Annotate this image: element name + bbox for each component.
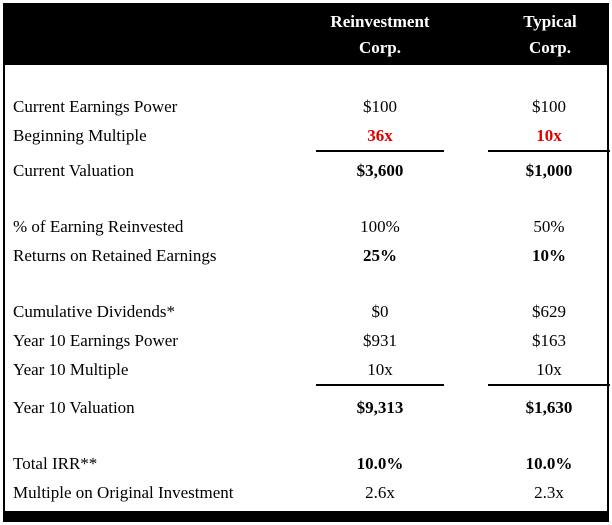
comparison-table: Reinvestment Corp. Typical Corp. Current… [3,3,610,522]
typical-value: 10x [536,360,562,379]
header-reinvestment-corp: Reinvestment Corp. [298,9,462,61]
typical-value: $163 [532,331,566,350]
table-row-cumulative-dividends: Cumulative Dividends* $0 $629 [5,297,607,326]
table-header-band: Reinvestment Corp. Typical Corp. [5,5,607,65]
reinvestment-value: 25% [363,246,397,265]
reinvestment-value: 10.0% [356,454,404,473]
table-row-multiple-on-original-investment: Multiple on Original Investment 2.6x 2.3… [5,478,607,507]
table-footer-band [5,511,607,520]
table-row-current-valuation: Current Valuation $3,600 $1,000 [5,150,610,185]
typical-value: 10% [532,246,566,265]
typical-value: 10.0% [525,454,573,473]
header-typical-corp: Typical Corp. [468,9,612,61]
reinvestment-value: $0 [371,302,389,321]
table-row-total-irr: Total IRR** 10.0% 10.0% [5,449,607,478]
row-label: Returns on Retained Earnings [13,246,217,265]
row-label: Current Earnings Power [13,97,178,116]
table-row-year10-multiple: Year 10 Multiple 10x 10x [5,355,607,384]
reinvestment-value: $931 [363,331,397,350]
reinvestment-value: 36x [367,126,393,145]
row-label: Multiple on Original Investment [13,483,234,502]
row-label: Beginning Multiple [13,126,147,145]
typical-value: $1,000 [488,150,610,185]
header-typical-line2: Corp. [528,38,572,57]
reinvestment-value: 2.6x [365,483,395,502]
typical-value: 2.3x [534,483,564,502]
row-label: Year 10 Multiple [13,360,129,379]
table-row-beginning-multiple: Beginning Multiple 36x 10x [5,121,607,150]
typical-value: 10x [536,126,562,145]
table-row-year10-valuation: Year 10 Valuation $9,313 $1,630 [5,384,610,422]
header-reinvestment-line2: Corp. [358,38,402,57]
row-label: Total IRR** [13,454,98,473]
row-label: Year 10 Earnings Power [13,331,178,350]
row-label: Year 10 Valuation [13,398,135,417]
table-row-returns-on-retained-earnings: Returns on Retained Earnings 25% 10% [5,241,607,270]
typical-value: 50% [533,217,565,236]
row-label: Current Valuation [13,161,135,180]
table-row-current-earnings-power: Current Earnings Power $100 $100 [5,92,607,121]
header-reinvestment-line1: Reinvestment [330,12,430,31]
typical-value: $100 [532,97,566,116]
reinvestment-value: 100% [360,217,400,236]
table-row-year10-earnings-power: Year 10 Earnings Power $931 $163 [5,326,607,355]
typical-value: $629 [532,302,566,321]
header-typical-line1: Typical [523,12,577,31]
typical-value: $1,630 [488,384,610,422]
reinvestment-value: 10x [367,360,393,379]
row-label: Cumulative Dividends* [13,302,175,321]
reinvestment-value: $100 [363,97,397,116]
table-row-pct-earning-reinvested: % of Earning Reinvested 100% 50% [5,212,607,241]
row-label: % of Earning Reinvested [13,217,184,236]
reinvestment-value: $9,313 [316,384,444,422]
table-body: Current Earnings Power $100 $100 Beginni… [5,65,610,511]
reinvestment-value: $3,600 [316,150,444,185]
